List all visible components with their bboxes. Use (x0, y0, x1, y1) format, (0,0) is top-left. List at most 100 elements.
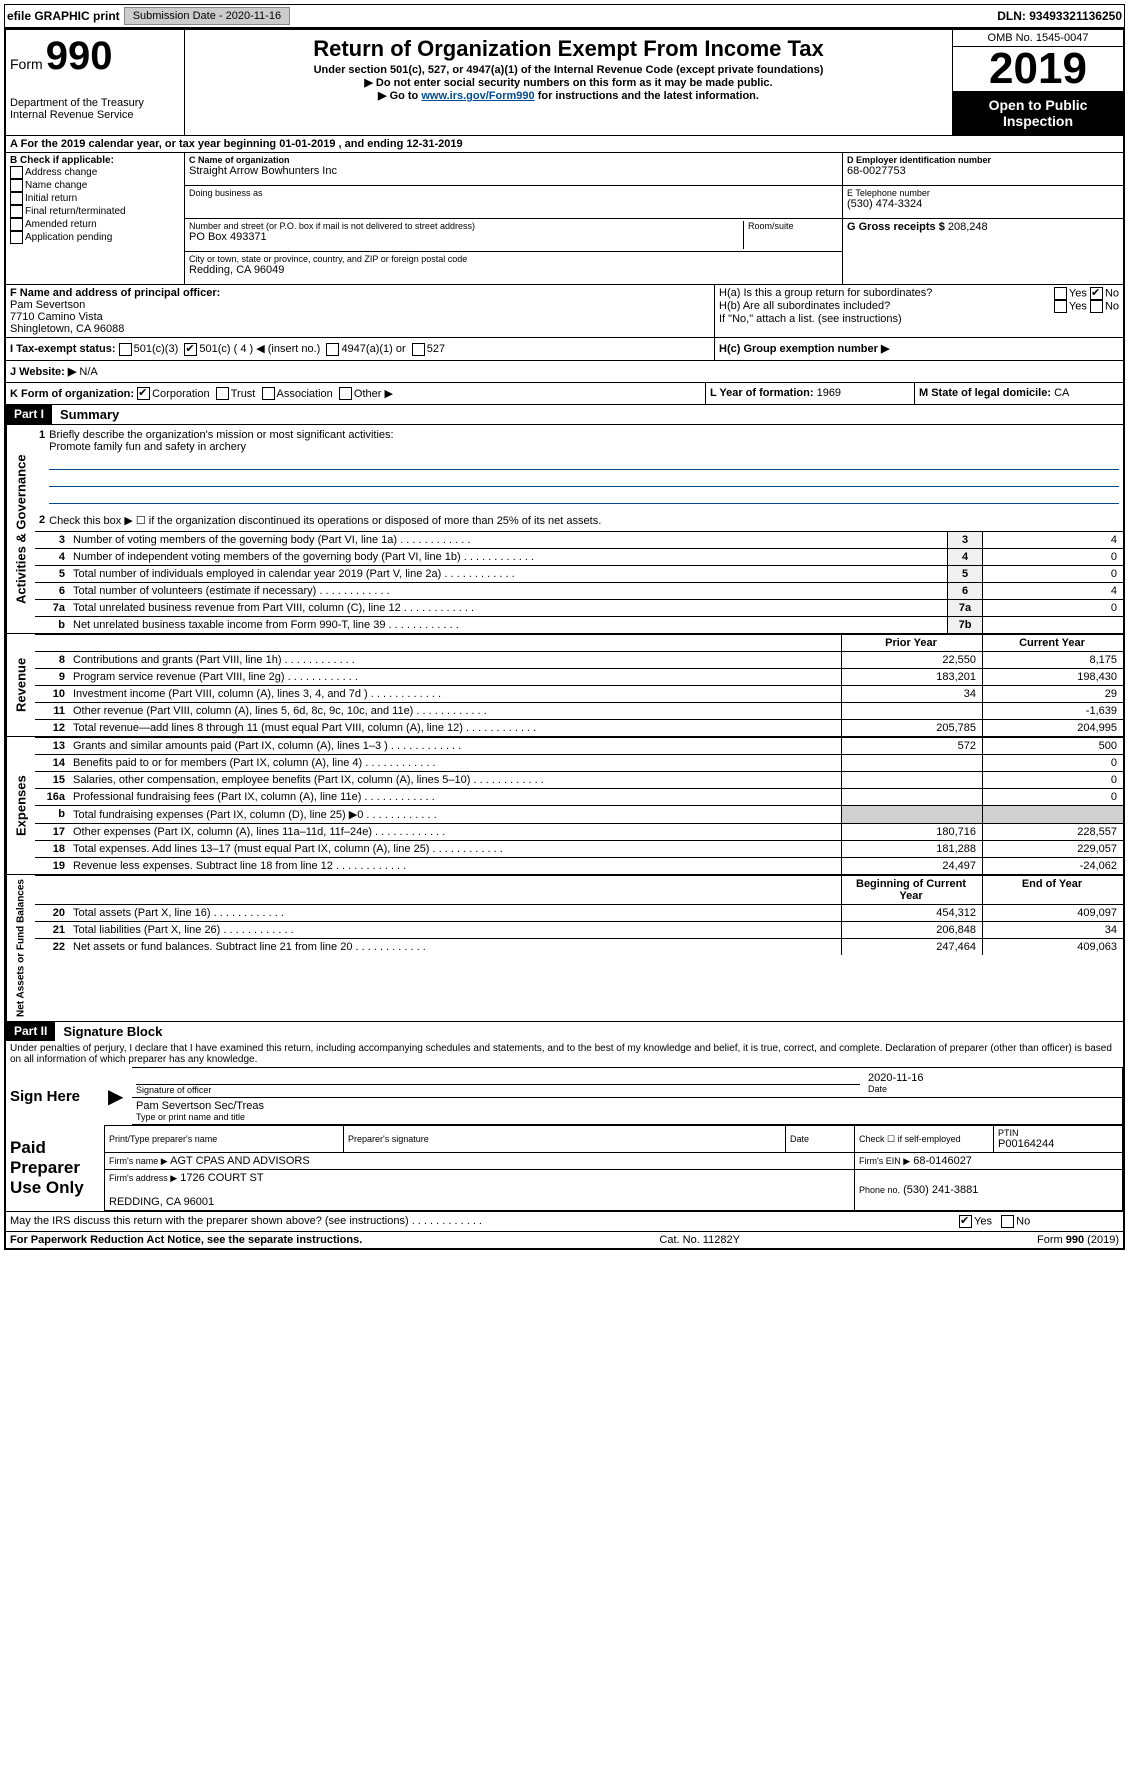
table-row: 13Grants and similar amounts paid (Part … (35, 738, 1123, 755)
arrow-icon: ▶ (104, 1068, 132, 1125)
prep-sig-label: Preparer's signature (348, 1134, 781, 1144)
cb-assoc[interactable] (262, 387, 275, 400)
ein-value: 68-0027753 (847, 165, 1119, 177)
table-row: 19Revenue less expenses. Subtract line 1… (35, 858, 1123, 875)
opt-4947: 4947(a)(1) or (341, 343, 405, 355)
checkbox-initial-return[interactable] (10, 192, 23, 205)
checkbox-final-return[interactable] (10, 205, 23, 218)
form-org-label: K Form of organization: (10, 388, 134, 400)
ptin-label: PTIN (998, 1128, 1118, 1138)
hb-no: No (1105, 300, 1119, 312)
checkbox-address-change[interactable] (10, 166, 23, 179)
opt-amended-return: Amended return (25, 219, 97, 230)
checkbox-application-pending[interactable] (10, 231, 23, 244)
col-prior: Prior Year (842, 635, 983, 652)
website-label: J Website: ▶ (10, 366, 76, 378)
cb-527[interactable] (412, 343, 425, 356)
form-note-1: ▶ Do not enter social security numbers o… (193, 76, 944, 89)
dba-label: Doing business as (189, 188, 838, 198)
box-m: M State of legal domicile: CA (915, 383, 1123, 405)
officer-name-title: Pam Severtson Sec/Treas (136, 1100, 1118, 1112)
discuss-no-checkbox[interactable] (1001, 1215, 1014, 1228)
firm-name: AGT CPAS AND ADVISORS (170, 1155, 310, 1167)
officer-label: F Name and address of principal officer: (10, 287, 710, 299)
table-row: 6Total number of volunteers (estimate if… (35, 583, 1123, 600)
paid-preparer-label: Paid Preparer Use Only (6, 1126, 105, 1211)
table-row: 8Contributions and grants (Part VIII, li… (35, 652, 1123, 669)
domicile-value: CA (1054, 387, 1069, 399)
cb-trust[interactable] (216, 387, 229, 400)
table-row: 17Other expenses (Part IX, column (A), l… (35, 824, 1123, 841)
cb-501c[interactable] (184, 343, 197, 356)
opt-corp: Corporation (152, 388, 209, 400)
org-city: Redding, CA 96049 (189, 264, 838, 276)
table-row: 18Total expenses. Add lines 13–17 (must … (35, 841, 1123, 858)
cb-501c3[interactable] (119, 343, 132, 356)
part1-header: Part I (6, 405, 52, 424)
box-f: F Name and address of principal officer:… (6, 285, 715, 337)
right-col: D Employer identification number 68-0027… (842, 153, 1123, 284)
box-b: B Check if applicable: Address change Na… (6, 153, 185, 284)
box-hc: H(c) Group exemption number ▶ (715, 338, 1123, 360)
checkbox-name-change[interactable] (10, 179, 23, 192)
hb-no-checkbox[interactable] (1090, 300, 1103, 313)
website-value: N/A (79, 366, 97, 378)
hb-yes-checkbox[interactable] (1054, 300, 1067, 313)
form-label: Form (10, 56, 43, 72)
note2-post: for instructions and the latest informat… (535, 90, 759, 102)
self-employed-check: Check ☐ if self-employed (859, 1134, 989, 1145)
footer-mid: Cat. No. 11282Y (659, 1234, 740, 1246)
box-b-label: B Check if applicable: (10, 155, 180, 166)
prep-date-label: Date (790, 1134, 850, 1144)
box-c: C Name of organization Straight Arrow Bo… (185, 153, 842, 284)
table-row: 5Total number of individuals employed in… (35, 566, 1123, 583)
ha-yes-checkbox[interactable] (1054, 287, 1067, 300)
footer-right: Form 990 (2019) (1037, 1234, 1119, 1246)
cb-corp[interactable] (137, 387, 150, 400)
tax-status-label: I Tax-exempt status: (10, 343, 116, 355)
col-end: End of Year (983, 876, 1124, 905)
opt-trust: Trust (231, 388, 256, 400)
opt-app-pending: Application pending (25, 232, 112, 243)
table-row: 10Investment income (Part VIII, column (… (35, 686, 1123, 703)
part2-header: Part II (6, 1022, 55, 1041)
table-row: 12Total revenue—add lines 8 through 11 (… (35, 720, 1123, 737)
dept-label: Department of the Treasury Internal Reve… (10, 97, 180, 121)
table-row: 21Total liabilities (Part X, line 26)206… (35, 922, 1123, 939)
form-number: 990 (46, 34, 113, 78)
discuss-yes-checkbox[interactable] (959, 1215, 972, 1228)
ha-no-checkbox[interactable] (1090, 287, 1103, 300)
period-row: A For the 2019 calendar year, or tax yea… (6, 135, 1123, 152)
name-label: C Name of organization (189, 155, 838, 165)
firm-phone: (530) 241-3881 (903, 1184, 978, 1196)
domicile-label: M State of legal domicile: (919, 387, 1051, 399)
ha-yes: Yes (1069, 287, 1087, 299)
form-subtitle: Under section 501(c), 527, or 4947(a)(1)… (193, 64, 944, 76)
firm-phone-label: Phone no. (859, 1185, 900, 1195)
perjury-declaration: Under penalties of perjury, I declare th… (6, 1041, 1123, 1067)
sig-date-value: 2020-11-16 (868, 1072, 1118, 1084)
opt-name-change: Name change (25, 180, 87, 191)
col-beginning: Beginning of Current Year (842, 876, 983, 905)
dln-label: DLN: 93493321136250 (997, 9, 1122, 23)
submission-date-button[interactable]: Submission Date - 2020-11-16 (124, 7, 290, 25)
officer-addr1: 7710 Camino Vista (10, 311, 710, 323)
cb-other[interactable] (339, 387, 352, 400)
mission-text: Promote family fun and safety in archery (49, 441, 246, 453)
sig-officer-label: Signature of officer (136, 1085, 860, 1095)
ha-label: H(a) Is this a group return for subordin… (719, 287, 1054, 300)
revenue-table: Prior YearCurrent Year 8Contributions an… (35, 634, 1123, 736)
firm-ein-label: Firm's EIN ▶ (859, 1156, 910, 1166)
gross-value: 208,248 (948, 221, 988, 233)
opt-other: Other ▶ (354, 388, 393, 400)
cb-4947[interactable] (326, 343, 339, 356)
opt-address-change: Address change (25, 167, 97, 178)
checkbox-amended-return[interactable] (10, 218, 23, 231)
irs-link[interactable]: www.irs.gov/Form990 (421, 90, 534, 102)
table-row: 11Other revenue (Part VIII, column (A), … (35, 703, 1123, 720)
box-i: I Tax-exempt status: 501(c)(3) 501(c) ( … (6, 338, 715, 360)
open-public-badge: Open to Public Inspection (953, 91, 1123, 135)
phone-label: E Telephone number (847, 188, 1119, 198)
form-header: Form 990 Department of the Treasury Inte… (6, 30, 1123, 135)
opt-initial-return: Initial return (25, 193, 77, 204)
